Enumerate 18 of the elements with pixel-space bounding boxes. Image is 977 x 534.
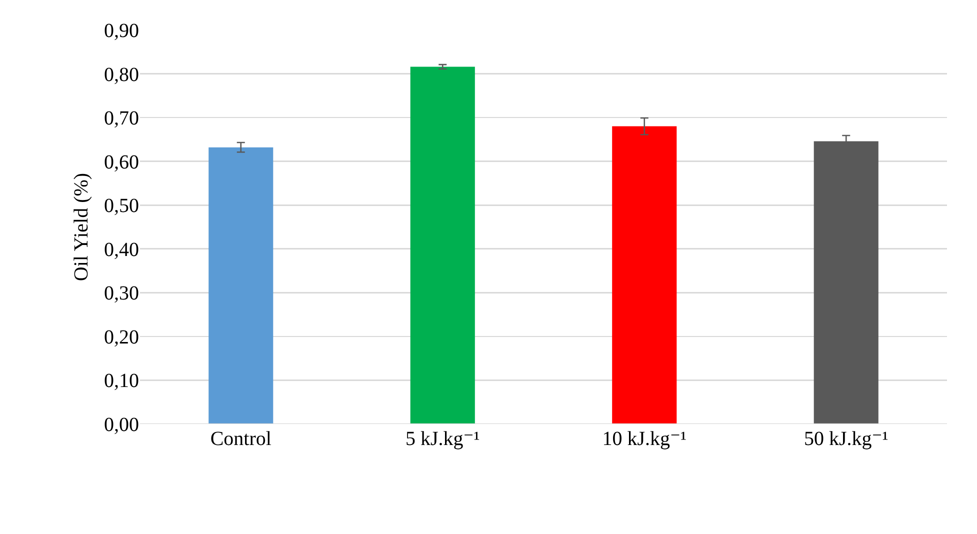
- y-axis-title: Oil Yield (%): [70, 172, 92, 282]
- bar: [410, 66, 475, 424]
- x-tick-label: Control: [210, 428, 272, 450]
- x-tick-label: 5 kJ.kg⁻¹: [405, 428, 480, 450]
- x-tick-label: 10 kJ.kg⁻¹: [602, 428, 687, 450]
- y-tick-label: 0,90: [104, 20, 139, 42]
- x-tick-label: 50 kJ.kg⁻¹: [804, 428, 888, 450]
- bar: [612, 126, 677, 424]
- y-tick-label: 0,00: [104, 414, 139, 436]
- y-tick-label: 0,60: [104, 151, 139, 174]
- y-tick-label: 0,10: [104, 370, 139, 392]
- y-tick-label: 0,70: [104, 108, 139, 130]
- y-tick-label: 0,80: [104, 64, 139, 86]
- y-tick-label: 0,40: [104, 238, 139, 261]
- y-tick-label: 0,50: [104, 195, 139, 218]
- bar: [208, 147, 274, 424]
- y-tick-label: 0,20: [104, 326, 139, 348]
- y-tick-label: 0,30: [104, 282, 139, 305]
